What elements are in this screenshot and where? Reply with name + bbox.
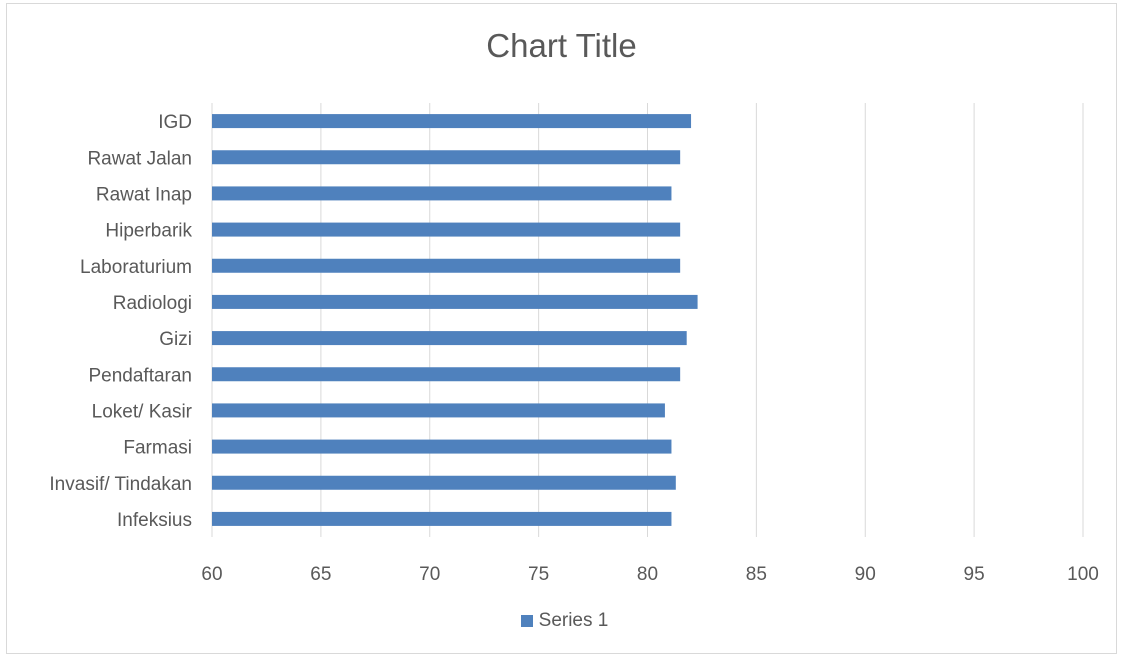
bar [212,367,681,382]
x-tick-label: 65 [310,564,331,585]
category-label: Invasif/ Tindakan [49,474,192,495]
category-label: Hiperbarik [105,221,192,242]
chart-title: Chart Title [486,27,637,64]
bar [212,294,698,309]
legend-label: Series 1 [538,610,609,631]
category-label: Farmasi [123,438,192,459]
category-label: Loket/ Kasir [92,401,193,422]
bar [212,258,681,273]
x-tick-label: 90 [855,564,876,585]
bar [212,150,681,165]
x-tick-label: 75 [528,564,549,585]
x-tick-label: 70 [419,564,440,585]
x-tick-label: 80 [637,564,658,585]
bar [212,114,692,129]
legend: Series 1 [0,610,1123,632]
chart-frame [6,3,1117,654]
bar [212,511,672,526]
bar [212,439,672,454]
bar [212,475,676,490]
x-tick-label: 85 [746,564,767,585]
bar [212,186,672,201]
x-tick-label: 60 [201,564,222,585]
legend-swatch [520,615,533,627]
category-label: Pendaftaran [88,365,192,386]
category-label: Gizi [159,329,192,350]
category-label: Laboraturium [80,257,192,278]
category-label: Infeksius [117,510,192,531]
category-label: Rawat Jalan [87,148,192,169]
x-tick-label: 100 [1067,564,1099,585]
x-tick-label: 95 [964,564,985,585]
bar [212,222,681,237]
category-label: Radiologi [113,293,192,314]
category-label: Rawat Inap [96,184,192,205]
bar [212,331,687,346]
category-label: IGD [158,112,192,133]
bar [212,403,665,418]
